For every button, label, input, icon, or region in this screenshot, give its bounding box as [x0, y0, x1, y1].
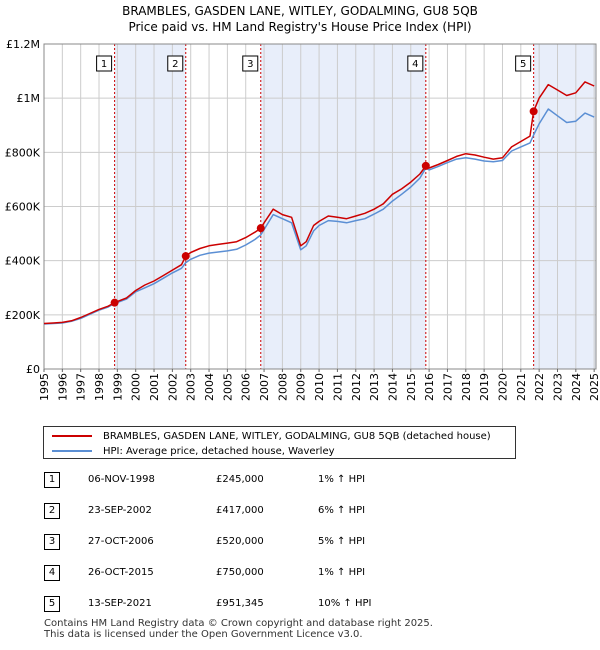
price-chart: £0 £200K £400K £600K £800K £1M £1.2M 1995 1996 1… [5, 38, 600, 401]
transaction-badge: 3 [44, 534, 60, 550]
x-tick-label: 2015 [405, 373, 418, 401]
x-tick-label: 1995 [38, 373, 51, 401]
transaction-date: 13-SEP-2021 [88, 598, 152, 609]
sale-label: 3 [242, 55, 259, 72]
legend-swatch-property [52, 435, 92, 437]
sale-label: 1 [96, 55, 113, 72]
sale-point [256, 224, 265, 233]
x-tick-label: 2017 [441, 373, 454, 401]
transaction-date: 06-NOV-1998 [88, 474, 155, 485]
sale-point [110, 298, 119, 307]
sale-point [421, 161, 430, 170]
table-row: 5 13-SEP-2021 £951,345 10% ↑ HPI [44, 596, 444, 612]
table-row: 1 06-NOV-1998 £245,000 1% ↑ HPI [44, 472, 444, 488]
sale-label-text: 3 [247, 59, 253, 70]
x-tick-label: 1999 [111, 373, 124, 401]
sale-label-text: 1 [101, 59, 107, 70]
legend: BRAMBLES, GASDEN LANE, WITLEY, GODALMING… [43, 426, 516, 459]
transaction-price: £951,345 [216, 598, 264, 609]
chart-subtitle: Price paid vs. HM Land Registry's House … [128, 20, 472, 34]
x-tick-label: 2009 [295, 373, 308, 401]
table-row: 3 27-OCT-2006 £520,000 5% ↑ HPI [44, 534, 444, 550]
table-row: 4 26-OCT-2015 £750,000 1% ↑ HPI [44, 565, 444, 581]
copyright-text: Contains HM Land Registry data © Crown c… [44, 618, 433, 629]
x-tick-label: 2011 [331, 373, 344, 401]
x-tick-label: 2012 [350, 373, 363, 401]
x-tick-label: 2014 [386, 373, 399, 401]
sale-label-box [407, 55, 424, 72]
legend-label-hpi: HPI: Average price, detached house, Wave… [103, 445, 335, 457]
x-tick-label: 2007 [258, 373, 271, 401]
sale-label-box [96, 55, 113, 72]
x-tick-label: 2008 [276, 373, 289, 401]
plot-frame [43, 43, 597, 370]
x-tick-label: 2022 [533, 373, 546, 401]
x-tick-label: 2018 [460, 373, 473, 401]
x-tick-label: 2021 [515, 373, 528, 401]
x-tick-label: 2002 [166, 373, 179, 401]
y-tick-label: £1.2M [6, 38, 40, 51]
licence-text: This data is licensed under the Open Gov… [44, 629, 363, 640]
transaction-date: 26-OCT-2015 [88, 567, 154, 578]
legend-swatch-hpi [52, 450, 92, 452]
sale-label: 2 [167, 55, 184, 72]
transaction-price: £417,000 [216, 505, 264, 516]
sale-point [181, 252, 190, 261]
x-tick-label: 1996 [56, 373, 69, 401]
sale-label-box [242, 55, 259, 72]
y-tick-label: £400K [5, 255, 41, 268]
x-tick-label: 1997 [75, 373, 88, 401]
legend-label-property: BRAMBLES, GASDEN LANE, WITLEY, GODALMING… [103, 430, 491, 442]
sale-label-text: 2 [172, 59, 178, 70]
x-tick-label: 2025 [588, 373, 600, 401]
transaction-badge: 1 [44, 472, 60, 488]
transaction-badge: 2 [44, 503, 60, 519]
x-tick-label: 2016 [423, 373, 436, 401]
sale-label-box [515, 55, 532, 72]
x-tick-label: 2010 [313, 373, 326, 401]
sale-point [529, 107, 538, 116]
x-tick-label: 2006 [240, 373, 253, 401]
x-tick-label: 2020 [496, 373, 509, 401]
sale-label: 4 [407, 55, 424, 72]
transaction-hpi: 10% ↑ HPI [318, 598, 372, 609]
chart-title: BRAMBLES, GASDEN LANE, WITLEY, GODALMING… [122, 4, 478, 18]
x-tick-label: 2005 [221, 373, 234, 401]
transaction-badge: 4 [44, 565, 60, 581]
transaction-date: 27-OCT-2006 [88, 536, 154, 547]
sale-label-text: 4 [412, 59, 418, 70]
x-tick-label: 2023 [551, 373, 564, 401]
transaction-badge: 5 [44, 596, 60, 612]
x-tick-label: 2013 [368, 373, 381, 401]
legend-item-property: BRAMBLES, GASDEN LANE, WITLEY, GODALMING… [52, 429, 491, 443]
transaction-hpi: 1% ↑ HPI [318, 474, 366, 485]
transaction-hpi: 5% ↑ HPI [318, 536, 366, 547]
x-tick-label: 2004 [203, 373, 216, 401]
sale-label-box [167, 55, 184, 72]
transaction-hpi: 6% ↑ HPI [318, 505, 366, 516]
property-price-line [43, 81, 595, 325]
y-tick-label: £1M [17, 92, 41, 105]
y-tick-label: £800K [5, 146, 41, 159]
transaction-price: £245,000 [216, 474, 264, 485]
transaction-date: 23-SEP-2002 [88, 505, 152, 516]
sale-label: 5 [515, 55, 532, 72]
x-tick-label: 2024 [570, 373, 583, 401]
hpi-line [43, 108, 595, 325]
x-tick-label: 2001 [148, 373, 161, 401]
transaction-price: £750,000 [216, 567, 264, 578]
y-tick-label: £200K [5, 309, 41, 322]
x-tick-label: 2000 [130, 373, 143, 401]
transaction-hpi: 1% ↑ HPI [318, 567, 366, 578]
x-tick-label: 2019 [478, 373, 491, 401]
y-tick-label: £0 [26, 363, 40, 376]
sale-label-text: 5 [520, 59, 526, 70]
footer: Contains HM Land Registry data © Crown c… [44, 618, 433, 640]
transaction-price: £520,000 [216, 536, 264, 547]
x-tick-label: 2003 [185, 373, 198, 401]
y-tick-label: £600K [5, 201, 41, 214]
x-tick-label: 1998 [93, 373, 106, 401]
legend-item-hpi: HPI: Average price, detached house, Wave… [52, 444, 335, 458]
table-row: 2 23-SEP-2002 £417,000 6% ↑ HPI [44, 503, 444, 519]
